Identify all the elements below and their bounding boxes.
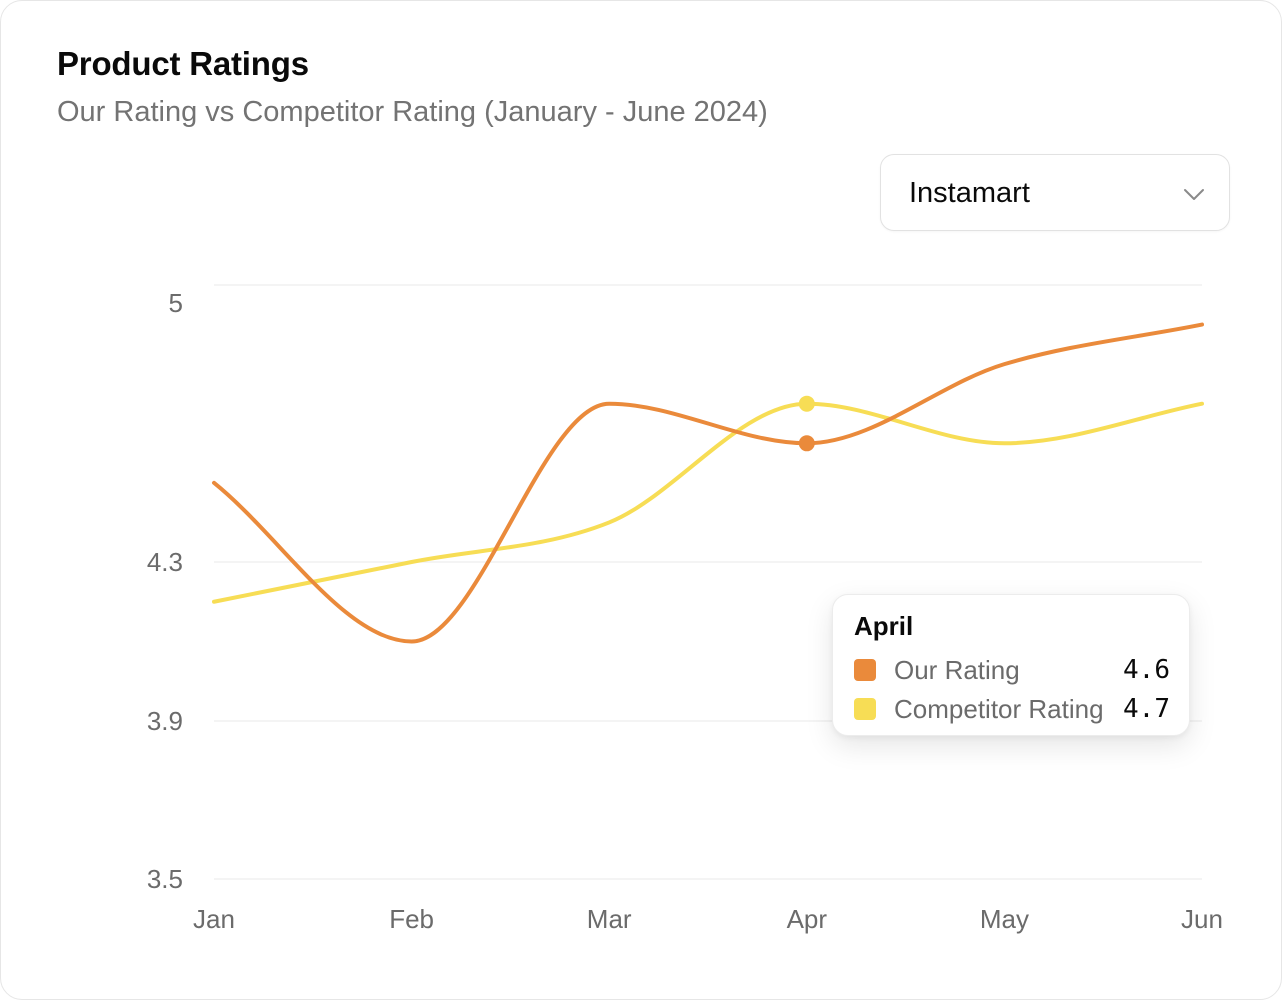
x-tick-label: Mar <box>587 904 632 934</box>
highlight-points <box>798 395 815 452</box>
chart-tooltip: April Our Rating 4.6 Competitor Rating 4… <box>832 594 1190 736</box>
y-tick-label: 4.3 <box>147 547 183 577</box>
tooltip-label: Our Rating <box>894 655 1020 685</box>
our-rating-active-point <box>798 435 815 452</box>
chart-title: Product Ratings <box>57 45 309 82</box>
competitor-rating-active-point <box>798 395 815 412</box>
store-select-value: Instamart <box>909 177 1030 209</box>
y-axis-ticks: 5 4.3 3.9 3.5 <box>147 288 183 894</box>
chart-subtitle: Our Rating vs Competitor Rating (January… <box>57 96 768 128</box>
tooltip-title: April <box>854 611 914 641</box>
tooltip-label: Competitor Rating <box>894 694 1104 724</box>
grid-layer <box>214 284 1202 880</box>
x-tick-label: Jan <box>193 904 235 934</box>
y-tick-label: 5 <box>169 288 183 318</box>
x-tick-label: May <box>980 904 1029 934</box>
x-tick-label: Apr <box>787 904 828 934</box>
tooltip-value: 4.7 <box>1123 694 1170 724</box>
competitor-rating-line <box>212 401 1204 604</box>
series-layer <box>212 322 1204 644</box>
competitor-rating-swatch-icon <box>854 698 876 720</box>
x-tick-label: Jun <box>1181 904 1223 934</box>
x-axis-ticks: Jan Feb Mar Apr May Jun <box>193 904 1223 934</box>
y-tick-label: 3.5 <box>147 864 183 894</box>
store-select[interactable]: Instamart <box>880 154 1230 231</box>
tooltip-row-our-rating: Our Rating 4.6 <box>854 655 1170 687</box>
tooltip-row-competitor-rating: Competitor Rating 4.7 <box>854 694 1170 726</box>
our-rating-line <box>212 322 1204 644</box>
x-tick-label: Feb <box>389 904 434 934</box>
our-rating-swatch-icon <box>854 659 876 681</box>
chevron-down-icon <box>1184 189 1204 200</box>
tooltip-value: 4.6 <box>1123 655 1170 685</box>
y-tick-label: 3.9 <box>147 706 183 736</box>
